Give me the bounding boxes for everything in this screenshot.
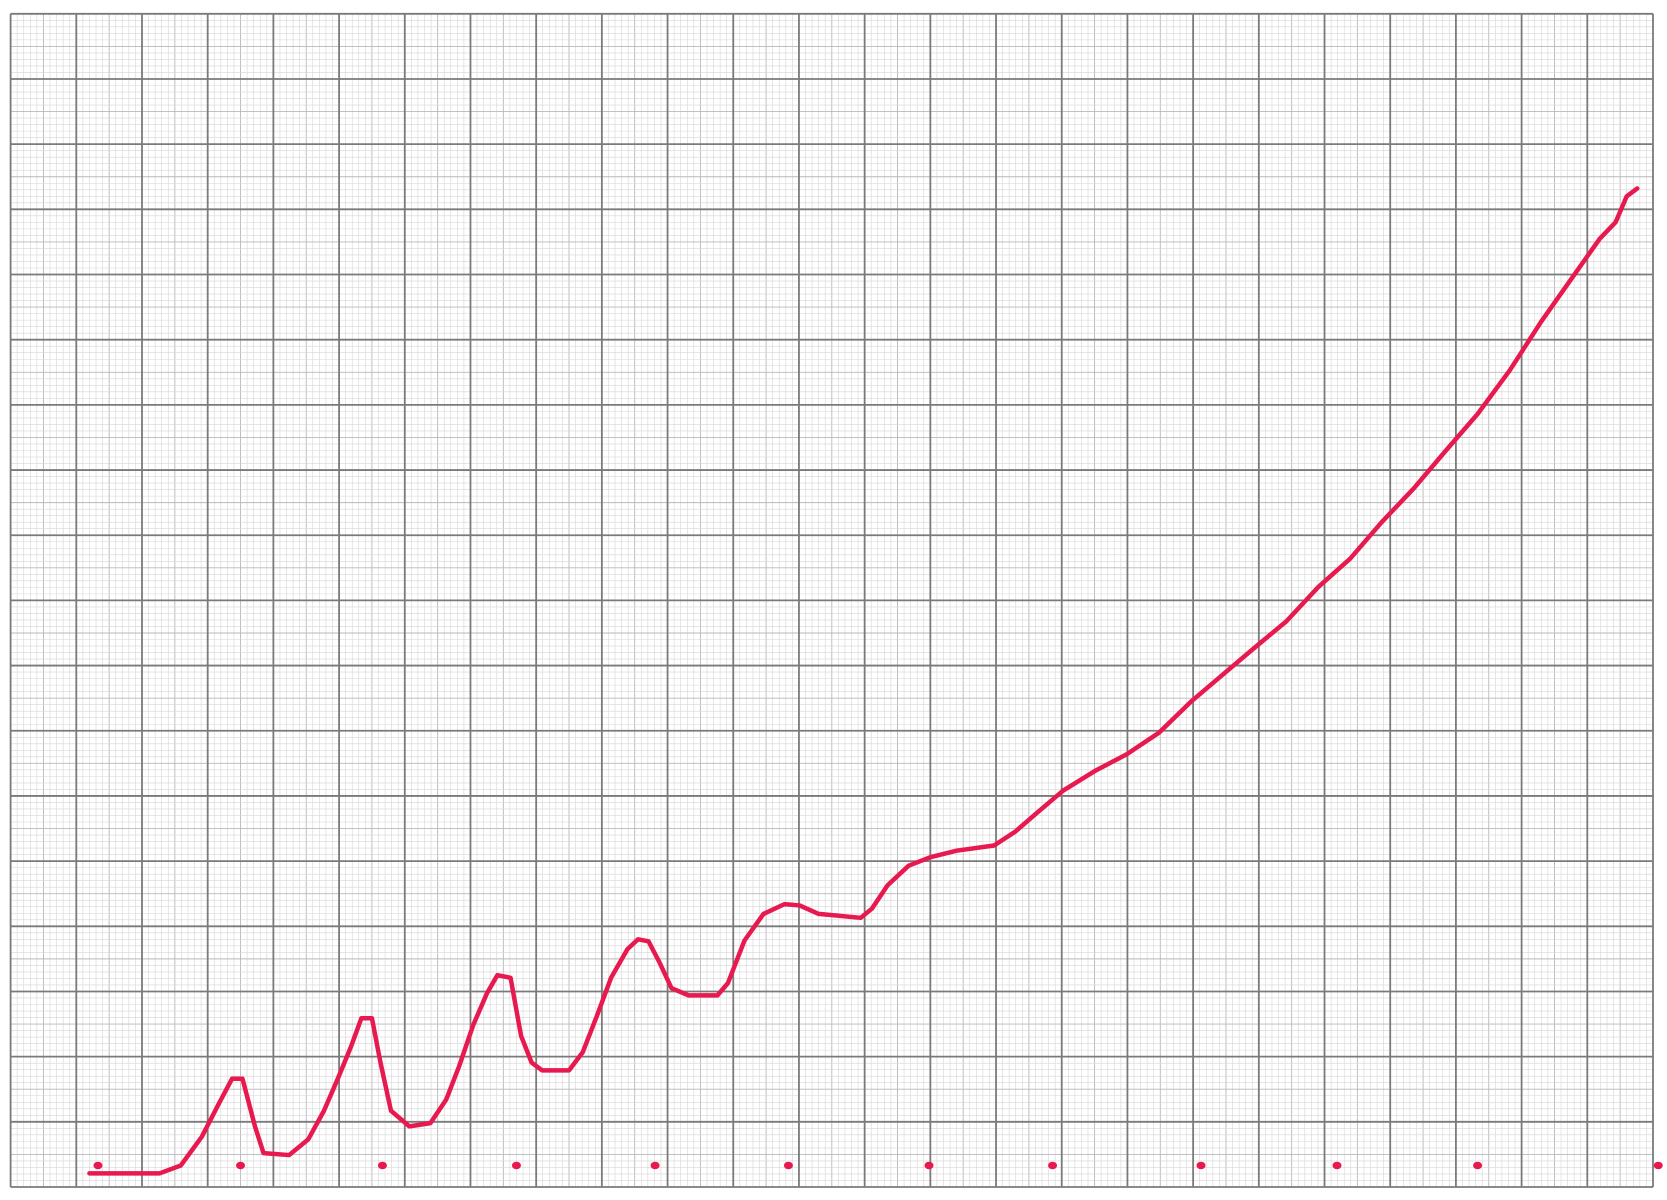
marker-dot <box>1196 1161 1206 1170</box>
marker-dot <box>1332 1161 1342 1170</box>
marker-dot <box>236 1161 246 1170</box>
marker-dot <box>650 1161 660 1170</box>
marker-dot <box>783 1161 793 1170</box>
marker-dot <box>1048 1161 1058 1170</box>
marker-dot <box>1653 1161 1663 1170</box>
grid <box>9 12 1654 1188</box>
marker-dot <box>1473 1161 1483 1170</box>
marker-dot <box>924 1161 934 1170</box>
curve <box>87 186 1640 1176</box>
marker-dot <box>93 1161 103 1170</box>
marker-dot <box>511 1161 521 1170</box>
marker-dot <box>377 1161 387 1170</box>
